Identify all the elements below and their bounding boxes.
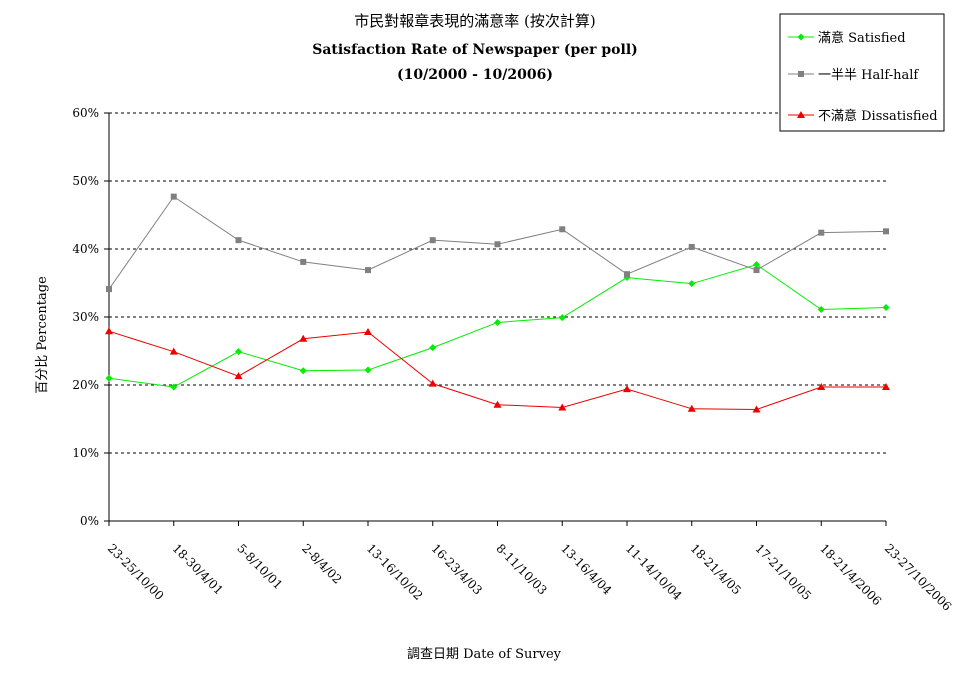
data-point xyxy=(494,241,501,248)
data-point xyxy=(364,327,372,335)
data-point xyxy=(559,226,566,233)
data-point xyxy=(624,271,630,278)
data-point xyxy=(365,267,371,274)
legend: 滿意 Satisfied 一半半 Half-half 不滿意 Dissatisfie… xyxy=(779,13,945,132)
data-point xyxy=(817,383,826,391)
legend-label: 滿意 Satisfied xyxy=(818,30,906,46)
data-point xyxy=(688,280,696,288)
x-tick-label: 18-30/4/01 xyxy=(170,541,226,597)
data-point xyxy=(558,403,567,411)
data-point xyxy=(558,314,566,322)
data-point xyxy=(170,193,177,200)
data-point xyxy=(882,303,890,311)
chart-subtitle: Satisfaction Rate of Newspaper (per poll… xyxy=(312,42,638,58)
data-point xyxy=(299,367,307,375)
data-point xyxy=(752,405,761,413)
axis-layer: 0% 10% 20% 30% 40% 50% 60% 23-25/10/00 18-30/4/0… xyxy=(72,106,954,614)
data-point xyxy=(753,267,760,274)
data-point xyxy=(883,228,889,235)
y-axis-label: 百分比 Percentage xyxy=(35,276,50,394)
series-line xyxy=(108,330,886,410)
x-tick-label: 16-23/4/03 xyxy=(429,541,485,597)
y-tick-label: 0% xyxy=(80,514,99,528)
data-point xyxy=(170,383,178,391)
y-tick-label: 20% xyxy=(72,378,99,392)
data-point xyxy=(882,383,890,391)
data-point xyxy=(798,71,804,77)
data-point xyxy=(235,237,242,244)
x-tick-label: 23-27/10/2006 xyxy=(882,541,954,613)
data-point xyxy=(493,400,502,408)
x-tick-label: 18-21/4/2006 xyxy=(817,541,884,608)
legend-label: 一半半 Half-half xyxy=(818,68,919,83)
legend-label: 不滿意 Dissatisfied xyxy=(818,108,938,124)
data-point xyxy=(364,366,372,374)
data-point xyxy=(169,347,178,355)
x-tick-label: 17-21/10/05 xyxy=(752,541,814,603)
data-point xyxy=(234,372,243,380)
data-point xyxy=(687,404,696,412)
data-point xyxy=(429,237,436,244)
x-tick-label: 8-11/10/03 xyxy=(493,541,549,597)
x-tick-label: 18-21/4/05 xyxy=(688,541,744,597)
x-tick-label: 13-16/4/04 xyxy=(558,541,615,598)
data-point xyxy=(300,258,307,265)
data-point xyxy=(688,243,695,250)
data-point xyxy=(753,261,760,269)
x-tick-label: 11-14/10/04 xyxy=(623,541,685,603)
x-axis-label: 調查日期 Date of Survey xyxy=(407,647,562,662)
chart-period: (10/2000 - 10/2006) xyxy=(397,67,553,83)
data-point xyxy=(106,286,112,293)
y-tick-label: 50% xyxy=(72,174,99,188)
x-tick-label: 23-25/10/00 xyxy=(105,541,167,603)
y-tick-label: 10% xyxy=(72,446,99,460)
series-group xyxy=(106,193,889,293)
data-point xyxy=(235,348,242,356)
y-tick-label: 40% xyxy=(72,242,99,256)
data-point xyxy=(494,318,501,326)
series-group xyxy=(105,261,890,391)
data-point xyxy=(105,374,113,382)
data-point xyxy=(428,379,437,387)
data-point xyxy=(797,111,805,118)
data-point xyxy=(818,229,825,236)
data-point xyxy=(105,327,113,335)
x-tick-label: 13-16/10/02 xyxy=(364,541,426,603)
y-tick-label: 30% xyxy=(72,310,99,324)
y-tick-label: 60% xyxy=(72,106,99,120)
x-tick-label: 5-8/10/01 xyxy=(234,541,285,592)
series-group xyxy=(105,327,890,413)
series-layer xyxy=(105,193,890,413)
legend-box xyxy=(779,13,945,132)
x-tick-label: 2-8/4/02 xyxy=(299,541,344,586)
data-point xyxy=(817,306,825,314)
data-point xyxy=(623,385,631,393)
data-point xyxy=(299,334,308,342)
data-point xyxy=(797,33,805,41)
data-point xyxy=(429,344,437,352)
chart-title: 市民對報章表現的滿意率 (按次計算) xyxy=(354,12,595,30)
